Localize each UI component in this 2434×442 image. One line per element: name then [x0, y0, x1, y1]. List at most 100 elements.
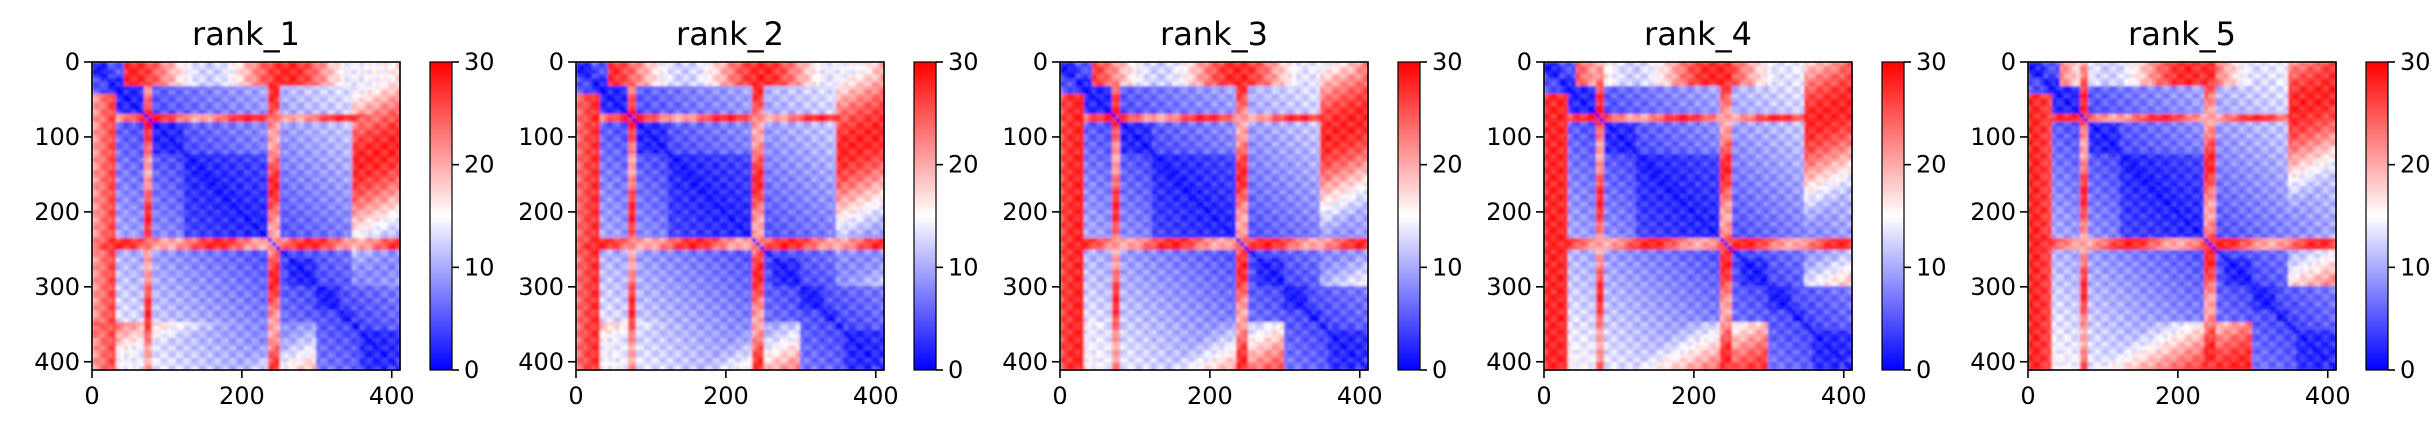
heatmap-cell [280, 138, 285, 143]
heatmap-cell [328, 266, 333, 271]
heatmap-cell [304, 110, 309, 115]
heatmap-cell [192, 286, 197, 291]
heatmap-cell [220, 298, 225, 303]
heatmap-cell [200, 114, 205, 119]
heatmap-cell [344, 266, 349, 271]
heatmap-cell [176, 274, 181, 279]
heatmap-cell [152, 62, 157, 67]
heatmap-cell [220, 294, 225, 299]
heatmap-cell [104, 142, 109, 147]
heatmap-cell [264, 74, 269, 79]
heatmap-cell [108, 202, 113, 207]
heatmap-cell [108, 170, 113, 175]
heatmap-cell [160, 266, 165, 271]
heatmap-cell [100, 206, 105, 211]
heatmap-cell [116, 226, 121, 231]
heatmap-cell [272, 230, 277, 235]
heatmap-cell [276, 70, 281, 75]
heatmap-cell [272, 146, 277, 151]
heatmap-cell [120, 166, 125, 171]
heatmap-cell [272, 178, 277, 183]
heatmap-cell [152, 290, 157, 295]
heatmap-cell [112, 182, 117, 187]
heatmap-cell [232, 314, 237, 319]
heatmap-cell [120, 158, 125, 163]
heatmap-cell [264, 290, 269, 295]
heatmap-cell [268, 130, 273, 135]
heatmap-cell [100, 90, 105, 95]
heatmap-cell [296, 102, 301, 107]
heatmap-cell [272, 90, 277, 95]
heatmap-cell [204, 186, 209, 191]
heatmap-cell [224, 226, 229, 231]
heatmap-cell [260, 174, 265, 179]
heatmap-cell [268, 222, 273, 227]
heatmap-cell [368, 102, 373, 107]
heatmap-cell [284, 86, 289, 91]
heatmap-cell [368, 78, 373, 83]
heatmap-cell [152, 306, 157, 311]
heatmap-cell [300, 242, 305, 247]
heatmap-cell [188, 74, 193, 79]
heatmap-cell [112, 154, 117, 159]
heatmap-cell [284, 298, 289, 303]
heatmap-cell [168, 62, 173, 67]
heatmap-cell [364, 82, 369, 87]
heatmap-cell [164, 130, 169, 135]
heatmap-cell [156, 234, 161, 239]
heatmap-cell [388, 166, 393, 171]
heatmap-cell [128, 166, 133, 171]
heatmap-cell [232, 194, 237, 199]
heatmap-cell [124, 158, 129, 163]
heatmap-cell [192, 122, 197, 127]
heatmap-cell [356, 174, 361, 179]
heatmap-cell [384, 118, 389, 123]
heatmap-cell [300, 118, 305, 123]
heatmap-cell [164, 114, 169, 119]
heatmap-cell [192, 110, 197, 115]
heatmap-cell [344, 314, 349, 319]
heatmap-cell [128, 222, 133, 227]
heatmap-cell [232, 294, 237, 299]
heatmap-cell [132, 246, 137, 251]
heatmap-cell [124, 162, 129, 167]
heatmap-cell [124, 242, 129, 247]
heatmap-cell [204, 182, 209, 187]
heatmap-cell [204, 178, 209, 183]
heatmap-cell [296, 94, 301, 99]
heatmap-cell [324, 146, 329, 151]
heatmap-cell [144, 122, 149, 127]
heatmap-cell [200, 162, 205, 167]
heatmap-cell [344, 226, 349, 231]
heatmap-cell [212, 294, 217, 299]
heatmap-cell [352, 226, 357, 231]
heatmap-cell [100, 138, 105, 143]
heatmap-cell [96, 138, 101, 143]
heatmap-cell [320, 298, 325, 303]
heatmap-cell [356, 130, 361, 135]
heatmap-cell [272, 318, 277, 323]
heatmap-cell [104, 266, 109, 271]
heatmap-cell [356, 186, 361, 191]
heatmap-cell [252, 254, 257, 259]
heatmap-cell [104, 122, 109, 127]
heatmap-cell [336, 290, 341, 295]
heatmap-cell [276, 250, 281, 255]
heatmap-cell [364, 86, 369, 91]
heatmap-cell [272, 270, 277, 275]
heatmap-cell [156, 278, 161, 283]
heatmap-cell [196, 170, 201, 175]
heatmap-cell [292, 230, 297, 235]
heatmap-cell [300, 302, 305, 307]
heatmap-cell [236, 242, 241, 247]
heatmap-cell [308, 250, 313, 255]
heatmap-cell [144, 70, 149, 75]
heatmap-cell [248, 166, 253, 171]
heatmap-cell [144, 66, 149, 71]
heatmap-cell [144, 118, 149, 123]
heatmap-cell [244, 310, 249, 315]
heatmap-cell [248, 62, 253, 67]
heatmap-cell [348, 122, 353, 127]
heatmap-cell [268, 250, 273, 255]
heatmap-cell [208, 238, 213, 243]
